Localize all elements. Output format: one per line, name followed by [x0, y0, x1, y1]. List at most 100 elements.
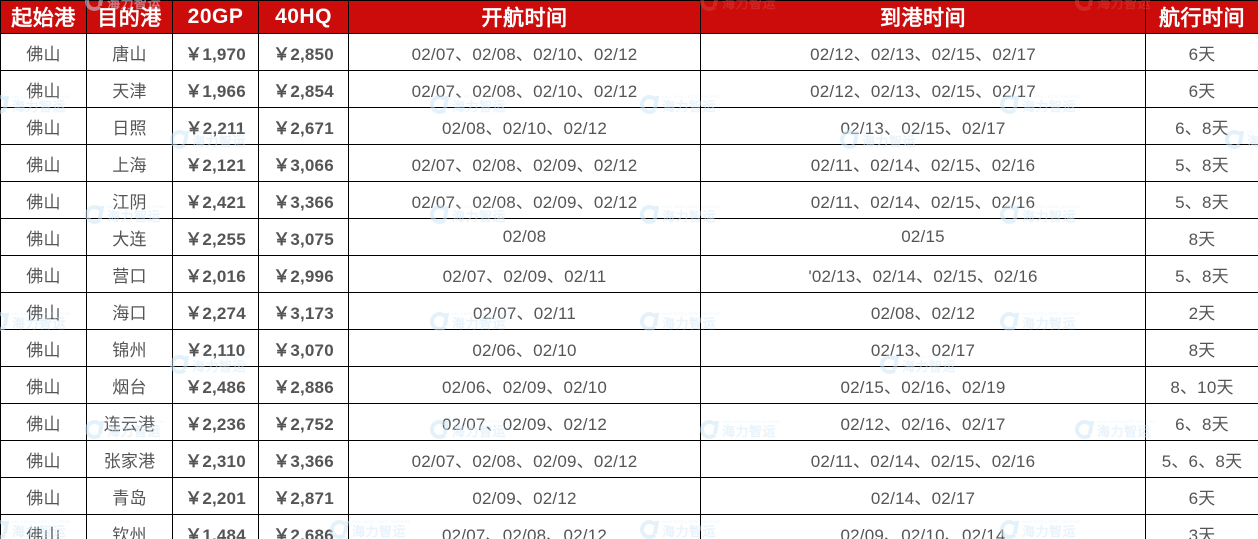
cell-20gp-price: ￥1,966: [172, 70, 259, 108]
cell-transit-time: 6天: [1145, 33, 1258, 71]
cell-20gp-price: ￥2,236: [172, 403, 259, 441]
cell-departure-time: 02/07、02/08、02/12: [348, 514, 701, 539]
table-header: 起始港 目的港 20GP 40HQ 开航时间 到港时间 航行时间: [0, 0, 1258, 34]
table-row: 佛山 大连 ￥2,255 ￥3,075 02/08 02/15 8天: [0, 218, 1258, 256]
cell-arrival-time: 02/11、02/14、02/15、02/16: [700, 440, 1146, 478]
cell-destination-port: 大连: [86, 218, 173, 256]
cell-destination-port: 日照: [86, 107, 173, 145]
cell-20gp-price: ￥1,484: [172, 514, 259, 539]
cell-origin-port: 佛山: [0, 70, 87, 108]
cell-arrival-time: 02/09、02/10、02/14: [700, 514, 1146, 539]
table-row: 佛山 钦州 ￥1,484 ￥2,686 02/07、02/08、02/12 02/09、0…: [0, 514, 1258, 539]
cell-arrival-time: 02/12、02/13、02/15、02/17: [700, 33, 1146, 71]
table-row: 佛山 营口 ￥2,016 ￥2,996 02/07、02/09、02/11'02/13、…: [0, 255, 1258, 293]
cell-20gp-price: ￥2,211: [172, 107, 259, 145]
cell-20gp-price: ￥2,121: [172, 144, 259, 182]
cell-40hq-price: ￥3,366: [258, 440, 349, 478]
cell-transit-time: 6、8天: [1145, 403, 1258, 441]
table-row: 佛山 锦州 ￥2,110 ￥3,070 02/06、02/10 02/13、02/17 8天: [0, 329, 1258, 367]
cell-origin-port: 佛山: [0, 255, 87, 293]
table-row: 佛山 唐山 ￥1,970 ￥2,850 02/07、02/08、02/10、02/12 0…: [0, 33, 1258, 71]
cell-arrival-time: 02/11、02/14、02/15、02/16: [700, 144, 1146, 182]
cell-departure-time: 02/07、02/09、02/11: [348, 255, 701, 293]
table-row: 佛山 天津 ￥1,966 ￥2,854 02/07、02/08、02/10、02/12 0…: [0, 70, 1258, 108]
cell-arrival-time: 02/15: [700, 218, 1146, 256]
cell-transit-time: 8天: [1145, 218, 1258, 256]
cell-40hq-price: ￥2,686: [258, 514, 349, 539]
cell-20gp-price: ￥2,486: [172, 366, 259, 404]
cell-departure-time: 02/07、02/08、02/09、02/12: [348, 440, 701, 478]
cell-40hq-price: ￥3,173: [258, 292, 349, 330]
cell-arrival-time: 02/13、02/17: [700, 329, 1146, 367]
cell-40hq-price: ￥2,752: [258, 403, 349, 441]
cell-transit-time: 8、10天: [1145, 366, 1258, 404]
cell-40hq-price: ￥3,366: [258, 181, 349, 219]
cell-20gp-price: ￥2,110: [172, 329, 259, 367]
cell-origin-port: 佛山: [0, 329, 87, 367]
cell-arrival-time: 02/13、02/15、02/17: [700, 107, 1146, 145]
cell-origin-port: 佛山: [0, 181, 87, 219]
cell-arrival-time: 02/11、02/14、02/15、02/16: [700, 181, 1146, 219]
cell-destination-port: 张家港: [86, 440, 173, 478]
cell-transit-time: 6天: [1145, 477, 1258, 515]
header-row: 起始港 目的港 20GP 40HQ 开航时间 到港时间 航行时间: [0, 0, 1258, 34]
cell-departure-time: 02/07、02/09、02/12: [348, 403, 701, 441]
table-row: 佛山 江阴 ￥2,421 ￥3,366 02/07、02/08、02/09、02/12 0…: [0, 181, 1258, 219]
cell-departure-time: 02/07、02/11: [348, 292, 701, 330]
cell-arrival-time: 02/14、02/17: [700, 477, 1146, 515]
cell-arrival-time: 02/08、02/12: [700, 292, 1146, 330]
cell-40hq-price: ￥3,066: [258, 144, 349, 182]
cell-origin-port: 佛山: [0, 440, 87, 478]
cell-origin-port: 佛山: [0, 366, 87, 404]
cell-40hq-price: ￥3,070: [258, 329, 349, 367]
cell-origin-port: 佛山: [0, 292, 87, 330]
table-row: 佛山 上海 ￥2,121 ￥3,066 02/07、02/08、02/09、02/12 0…: [0, 144, 1258, 182]
table-row: 佛山 连云港 ￥2,236 ￥2,752 02/07、02/09、02/12 02/12、…: [0, 403, 1258, 441]
cell-departure-time: 02/07、02/08、02/10、02/12: [348, 33, 701, 71]
cell-arrival-time: 02/12、02/16、02/17: [700, 403, 1146, 441]
cell-40hq-price: ￥2,850: [258, 33, 349, 71]
cell-destination-port: 江阴: [86, 181, 173, 219]
table-body: 佛山 唐山 ￥1,970 ￥2,850 02/07、02/08、02/10、02/12 0…: [0, 33, 1258, 539]
column-header-20gp-price: 20GP: [172, 0, 259, 34]
cell-destination-port: 烟台: [86, 366, 173, 404]
cell-arrival-time: 02/15、02/16、02/19: [700, 366, 1146, 404]
cell-20gp-price: ￥2,016: [172, 255, 259, 293]
cell-destination-port: 唐山: [86, 33, 173, 71]
column-header-transit-time: 航行时间: [1145, 0, 1258, 34]
cell-transit-time: 5、8天: [1145, 144, 1258, 182]
cell-40hq-price: ￥2,671: [258, 107, 349, 145]
column-header-departure-time: 开航时间: [348, 0, 701, 34]
table-row: 佛山 青岛 ￥2,201 ￥2,871 02/09、02/12 02/14、02/17 6天: [0, 477, 1258, 515]
cell-transit-time: 6天: [1145, 70, 1258, 108]
cell-20gp-price: ￥2,421: [172, 181, 259, 219]
cell-destination-port: 天津: [86, 70, 173, 108]
table-row: 佛山 烟台 ￥2,486 ￥2,886 02/06、02/09、02/10 02/15、0…: [0, 366, 1258, 404]
cell-origin-port: 佛山: [0, 107, 87, 145]
cell-transit-time: 5、8天: [1145, 181, 1258, 219]
cell-40hq-price: ￥2,871: [258, 477, 349, 515]
cell-40hq-price: ￥2,886: [258, 366, 349, 404]
cell-departure-time: 02/09、02/12: [348, 477, 701, 515]
column-header-arrival-time: 到港时间: [700, 0, 1146, 34]
column-header-destination-port: 目的港: [86, 0, 173, 34]
table-row: 佛山 日照 ￥2,211 ￥2,671 02/08、02/10、02/12 02/13、0…: [0, 107, 1258, 145]
cell-arrival-time: 02/12、02/13、02/15、02/17: [700, 70, 1146, 108]
cell-departure-time: 02/08、02/10、02/12: [348, 107, 701, 145]
cell-departure-time: 02/06、02/10: [348, 329, 701, 367]
cell-transit-time: 2天: [1145, 292, 1258, 330]
cell-destination-port: 钦州: [86, 514, 173, 539]
cell-origin-port: 佛山: [0, 477, 87, 515]
cell-transit-time: 5、8天: [1145, 255, 1258, 293]
cell-origin-port: 佛山: [0, 218, 87, 256]
cell-20gp-price: ￥2,274: [172, 292, 259, 330]
cell-origin-port: 佛山: [0, 403, 87, 441]
cell-20gp-price: ￥2,255: [172, 218, 259, 256]
cell-transit-time: 8天: [1145, 329, 1258, 367]
cell-departure-time: 02/07、02/08、02/09、02/12: [348, 181, 701, 219]
cell-origin-port: 佛山: [0, 144, 87, 182]
cell-transit-time: 6、8天: [1145, 107, 1258, 145]
cell-departure-time: 02/07、02/08、02/09、02/12: [348, 144, 701, 182]
cell-arrival-time: '02/13、02/14、02/15、02/16: [700, 255, 1146, 293]
